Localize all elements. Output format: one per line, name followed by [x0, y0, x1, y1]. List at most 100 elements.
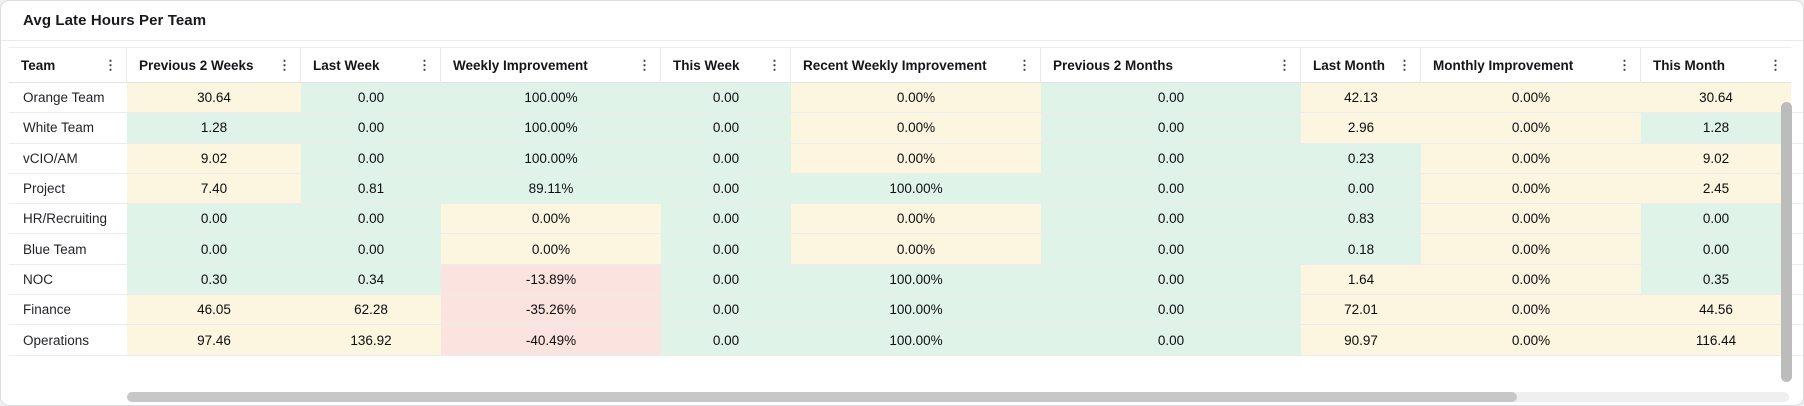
- value-cell: 0.00: [127, 234, 301, 264]
- value-cell: 0.00: [661, 264, 791, 295]
- table-row: NOC 0.30 0.34 -13.89% 0.00 100.00% 0.00 1.64 0.0…: [9, 264, 1803, 296]
- column-menu-icon[interactable]: ⋮: [1618, 57, 1631, 73]
- value-cell: 0.00%: [1421, 234, 1641, 264]
- value-cell: 0.00: [301, 83, 441, 113]
- value-cell: 0.00: [301, 204, 441, 234]
- value-cell: 7.40: [127, 173, 301, 204]
- column-menu-icon[interactable]: ⋮: [1018, 57, 1031, 73]
- column-header-label: Last Week: [313, 57, 380, 73]
- table-body: Orange Team 30.64 0.00 100.00% 0.00 0.00% 0.00…: [9, 83, 1803, 356]
- value-cell: 0.00: [1641, 204, 1791, 234]
- value-cell: 0.00%: [441, 234, 661, 264]
- value-cell: 0.35: [1641, 264, 1791, 295]
- value-cell: 0.30: [127, 264, 301, 295]
- column-header-team[interactable]: Team ⋮: [9, 47, 127, 83]
- team-cell: HR/Recruiting: [9, 204, 127, 234]
- team-cell: vCIO/AM: [9, 143, 127, 173]
- value-cell: 100.00%: [791, 173, 1041, 204]
- value-cell: 0.00: [1041, 173, 1301, 204]
- value-cell: 89.11%: [441, 173, 661, 204]
- value-cell: -13.89%: [441, 264, 661, 295]
- value-cell: 42.13: [1301, 83, 1421, 113]
- value-cell: 0.23: [1301, 143, 1421, 173]
- table-row: vCIO/AM 9.02 0.00 100.00% 0.00 0.00% 0.00 0.23 0…: [9, 143, 1803, 174]
- table-row: Orange Team 30.64 0.00 100.00% 0.00 0.00% 0.00…: [9, 83, 1803, 114]
- table-row: Finance 46.05 62.28 -35.26% 0.00 100.00% 0.00 7…: [9, 295, 1803, 326]
- team-cell: Operations: [9, 325, 127, 355]
- column-header-monthly-improvement[interactable]: Monthly Improvement ⋮: [1421, 47, 1641, 83]
- horizontal-scrollbar-thumb[interactable]: [127, 392, 1517, 402]
- column-header-last-week[interactable]: Last Week ⋮: [301, 47, 441, 83]
- table-row: Project 7.40 0.81 89.11% 0.00 100.00% 0.00 0.00…: [9, 173, 1803, 205]
- value-cell: 0.00: [661, 204, 791, 234]
- column-header-previous-2-weeks[interactable]: Previous 2 Weeks ⋮: [127, 47, 301, 83]
- value-cell: 0.00%: [791, 113, 1041, 143]
- column-menu-icon[interactable]: ⋮: [278, 57, 291, 73]
- value-cell: 30.64: [1641, 83, 1791, 113]
- table-row: Blue Team 0.00 0.00 0.00% 0.00 0.00% 0.00 0.18 0…: [9, 234, 1803, 265]
- value-cell: 0.18: [1301, 234, 1421, 264]
- column-menu-icon[interactable]: ⋮: [1278, 57, 1291, 73]
- column-header-previous-2-months[interactable]: Previous 2 Months ⋮: [1041, 47, 1301, 83]
- value-cell: 9.02: [1641, 143, 1791, 173]
- value-cell: 0.00: [661, 173, 791, 204]
- column-menu-icon[interactable]: ⋮: [638, 57, 651, 73]
- horizontal-scrollbar-track[interactable]: [127, 392, 1789, 402]
- column-menu-icon[interactable]: ⋮: [1398, 57, 1411, 73]
- column-header-label: Weekly Improvement: [453, 57, 588, 73]
- column-header-label: This Week: [673, 57, 740, 73]
- table-row: Operations 97.46 136.92 -40.49% 0.00 100.00% 0…: [9, 325, 1803, 356]
- value-cell: 72.01: [1301, 295, 1421, 325]
- column-header-last-month[interactable]: Last Month ⋮: [1301, 47, 1421, 83]
- column-header-weekly-improvement[interactable]: Weekly Improvement ⋮: [441, 47, 661, 83]
- value-cell: 0.00: [1301, 173, 1421, 204]
- column-header-this-month[interactable]: This Month ⋮: [1641, 47, 1791, 83]
- table-row: White Team 1.28 0.00 100.00% 0.00 0.00% 0.00 2.…: [9, 113, 1803, 144]
- team-cell: NOC: [9, 264, 127, 295]
- value-cell: 0.00%: [791, 143, 1041, 173]
- team-cell: Blue Team: [9, 234, 127, 264]
- value-cell: 0.00: [1041, 295, 1301, 325]
- value-cell: 100.00%: [441, 113, 661, 143]
- value-cell: 0.00%: [1421, 295, 1641, 325]
- value-cell: -40.49%: [441, 325, 661, 355]
- column-header-label: Monthly Improvement: [1433, 57, 1574, 73]
- value-cell: 0.00%: [1421, 143, 1641, 173]
- column-header-recent-weekly-improvement[interactable]: Recent Weekly Improvement ⋮: [791, 47, 1041, 83]
- vertical-scrollbar-thumb[interactable]: [1781, 102, 1792, 382]
- value-cell: 1.28: [1641, 113, 1791, 143]
- value-cell: 0.00: [301, 143, 441, 173]
- value-cell: 1.28: [127, 113, 301, 143]
- value-cell: 0.00%: [1421, 83, 1641, 113]
- value-cell: 46.05: [127, 295, 301, 325]
- value-cell: 0.00: [661, 113, 791, 143]
- value-cell: 136.92: [301, 325, 441, 355]
- value-cell: 0.83: [1301, 204, 1421, 234]
- value-cell: 100.00%: [441, 143, 661, 173]
- value-cell: 100.00%: [441, 83, 661, 113]
- column-menu-icon[interactable]: ⋮: [418, 57, 431, 73]
- value-cell: 0.34: [301, 264, 441, 295]
- value-cell: 0.00%: [1421, 204, 1641, 234]
- column-menu-icon[interactable]: ⋮: [104, 57, 117, 73]
- value-cell: 0.00: [1041, 325, 1301, 355]
- panel-title: Avg Late Hours Per Team: [23, 12, 207, 29]
- column-menu-icon[interactable]: ⋮: [768, 57, 781, 73]
- column-header-label: Recent Weekly Improvement: [803, 57, 987, 73]
- value-cell: 30.64: [127, 83, 301, 113]
- value-cell: 0.00: [661, 325, 791, 355]
- value-cell: 9.02: [127, 143, 301, 173]
- team-cell: White Team: [9, 113, 127, 143]
- column-header-this-week[interactable]: This Week ⋮: [661, 47, 791, 83]
- value-cell: 0.00: [1041, 204, 1301, 234]
- column-header-label: This Month: [1653, 57, 1725, 73]
- value-cell: 0.81: [301, 173, 441, 204]
- value-cell: 44.56: [1641, 295, 1791, 325]
- column-header-label: Team: [21, 57, 56, 73]
- column-menu-icon[interactable]: ⋮: [1769, 57, 1782, 73]
- table: Team ⋮ Previous 2 Weeks ⋮ Last Week ⋮ We…: [1, 41, 1803, 356]
- value-cell: 0.00%: [791, 83, 1041, 113]
- value-cell: 0.00: [661, 143, 791, 173]
- value-cell: 2.96: [1301, 113, 1421, 143]
